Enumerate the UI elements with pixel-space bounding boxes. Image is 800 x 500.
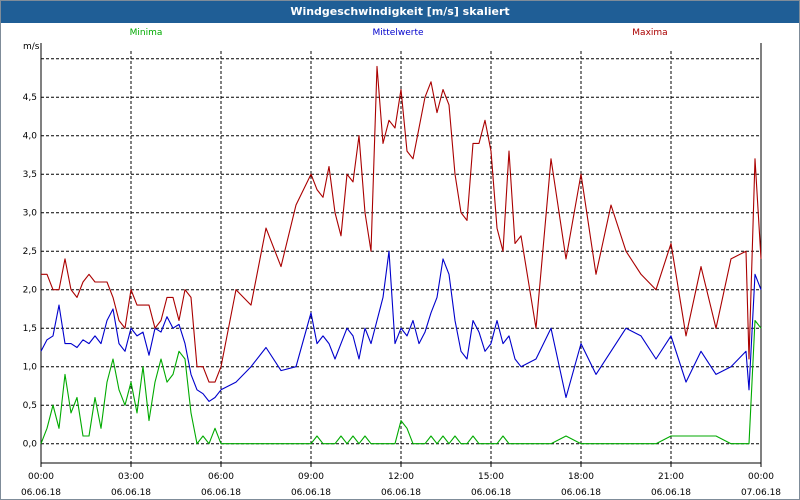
x-tick-date-label: 06.06.18 [471,488,511,498]
x-tick-time-label: 00:00 [28,472,54,482]
wind-speed-chart: 0,0 0,5 1,0 1,5 2,0 2,5 3,0 3,5 4,0 4,5 00:00 06.06… [21,28,781,498]
y-tick-label: 0,0 [23,440,38,450]
y-tick-label: 4,5 [23,93,37,103]
x-tick-time-label: 12:00 [388,472,414,482]
axes: 0,0 0,5 1,0 1,5 2,0 2,5 3,0 3,5 4,0 4,5 00:00 06.06… [21,42,781,498]
x-tick-date-label: 07.06.18 [741,488,781,498]
x-tick-date-label: 06.06.18 [381,488,421,498]
y-tick-label: 1,5 [23,324,37,334]
y-tick-label: 2,5 [23,247,37,257]
legend-entry-minima: Minima [130,28,163,38]
x-tick-date-label: 06.06.18 [291,488,331,498]
grid [41,51,761,463]
x-tick-time-label: 18:00 [568,472,594,482]
y-tick-label: 4,0 [23,132,38,142]
chart-title: Windgeschwindigkeit [m/s] skaliert [1,1,799,23]
data-series [40,65,762,445]
y-tick-label: 1,0 [23,363,38,373]
x-tick-date-label: 06.06.18 [21,488,61,498]
legend-entry-maxima: Maxima [632,28,667,38]
x-tick-time-label: 21:00 [658,472,684,482]
y-tick-label: 2,0 [23,286,38,296]
y-axis-unit-label: m/s [23,42,40,52]
x-tick-date-label: 06.06.18 [111,488,151,498]
x-tick-time-label: 00:00 [748,472,774,482]
x-tick-time-label: 09:00 [298,472,324,482]
legend-entry-mittelwerte: Mittelwerte [372,28,423,38]
y-tick-label: 3,5 [23,170,37,180]
y-tick-label: 0,5 [23,401,37,411]
y-tick-label: 3,0 [23,209,38,219]
series-line-mittelwerte [40,250,762,402]
x-tick-time-label: 03:00 [118,472,144,482]
x-tick-date-label: 06.06.18 [561,488,601,498]
series-line-minima [40,319,762,445]
x-tick-date-label: 06.06.18 [201,488,241,498]
legend: Minima Mittelwerte Maxima [130,28,668,38]
x-tick-time-label: 15:00 [478,472,504,482]
series-line-maxima [41,65,762,383]
x-tick-date-label: 06.06.18 [651,488,691,498]
x-tick-time-label: 06:00 [208,472,234,482]
